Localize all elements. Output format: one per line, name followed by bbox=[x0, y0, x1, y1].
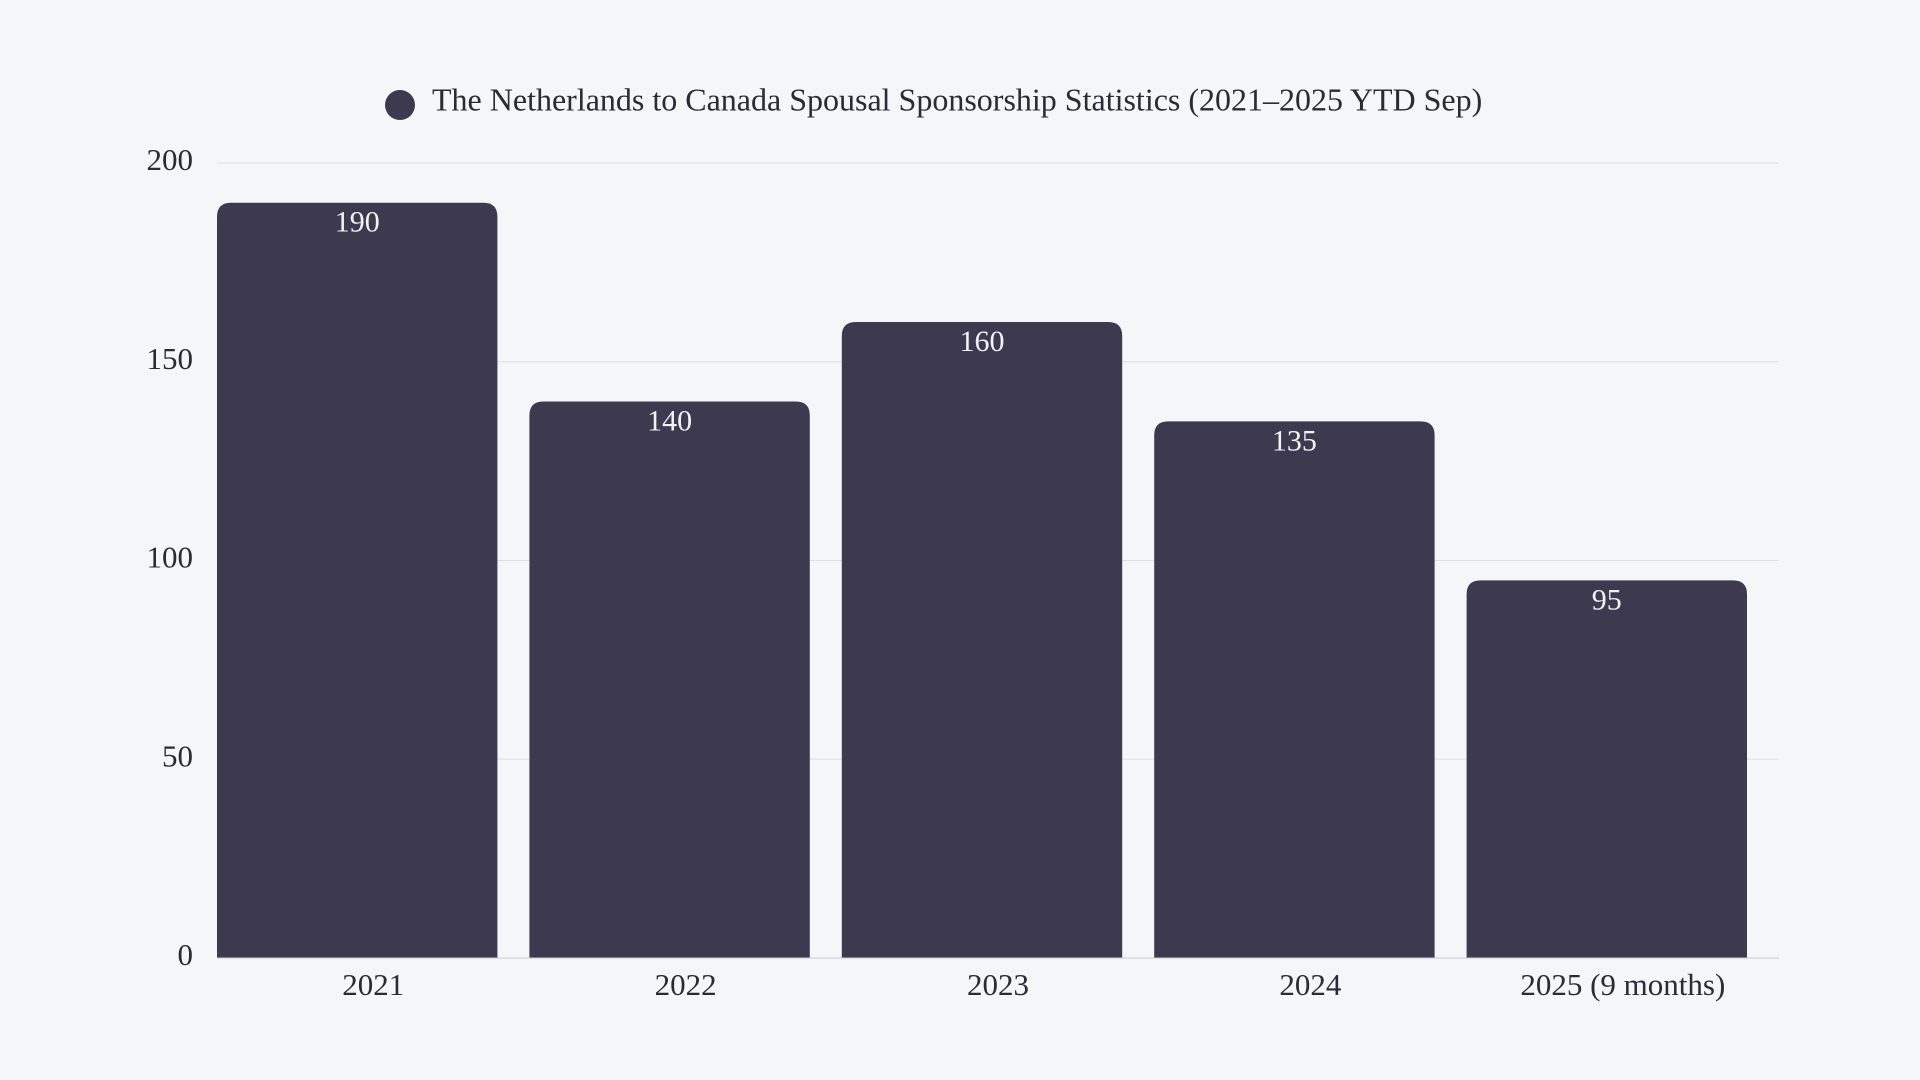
bar bbox=[841, 322, 1123, 958]
y-tick-label: 100 bbox=[147, 540, 194, 575]
x-tick-label: 2022 bbox=[655, 967, 717, 1002]
bar bbox=[529, 401, 810, 958]
y-tick-label: 200 bbox=[147, 142, 194, 177]
bar bbox=[217, 202, 498, 958]
y-tick-label: 150 bbox=[147, 341, 194, 376]
y-tick-label: 50 bbox=[162, 738, 193, 773]
value-label: 190 bbox=[335, 206, 380, 239]
legend-marker bbox=[385, 90, 415, 120]
legend-label: The Netherlands to Canada Spousal Sponso… bbox=[432, 81, 1482, 117]
y-tick-label: 0 bbox=[178, 937, 194, 972]
value-label: 135 bbox=[1272, 424, 1317, 457]
value-label: 160 bbox=[960, 325, 1005, 358]
x-tick-label: 2024 bbox=[1279, 967, 1342, 1002]
x-tick-label: 2025 (9 months) bbox=[1520, 967, 1725, 1002]
bar bbox=[1154, 421, 1435, 958]
bar bbox=[1466, 580, 1747, 958]
value-label: 95 bbox=[1592, 583, 1622, 616]
x-tick-label: 2023 bbox=[967, 967, 1029, 1002]
value-label: 140 bbox=[647, 404, 692, 437]
x-tick-label: 2021 bbox=[342, 967, 404, 1002]
